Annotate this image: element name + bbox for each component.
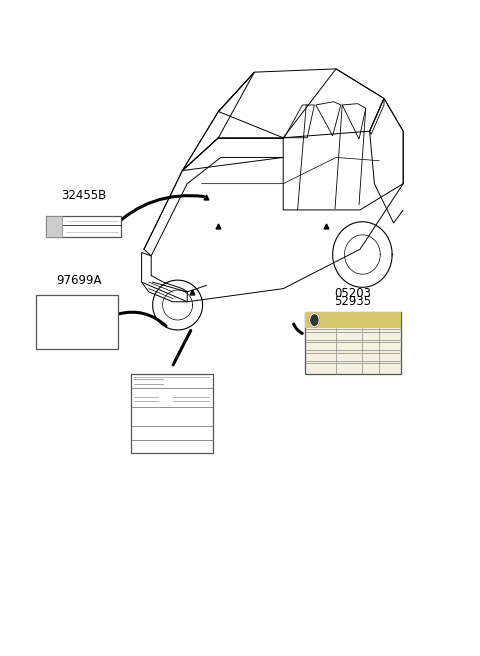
Bar <box>46 216 62 237</box>
Text: 32450: 32450 <box>153 382 191 396</box>
Bar <box>131 374 213 453</box>
Text: 97699A: 97699A <box>57 274 102 287</box>
Text: 32455B: 32455B <box>61 189 107 202</box>
Circle shape <box>310 314 319 327</box>
Bar <box>305 312 401 374</box>
Text: 05203: 05203 <box>334 287 372 300</box>
Text: 52935: 52935 <box>334 295 372 308</box>
Bar <box>305 312 401 328</box>
Bar <box>36 295 118 349</box>
Bar <box>46 216 121 237</box>
